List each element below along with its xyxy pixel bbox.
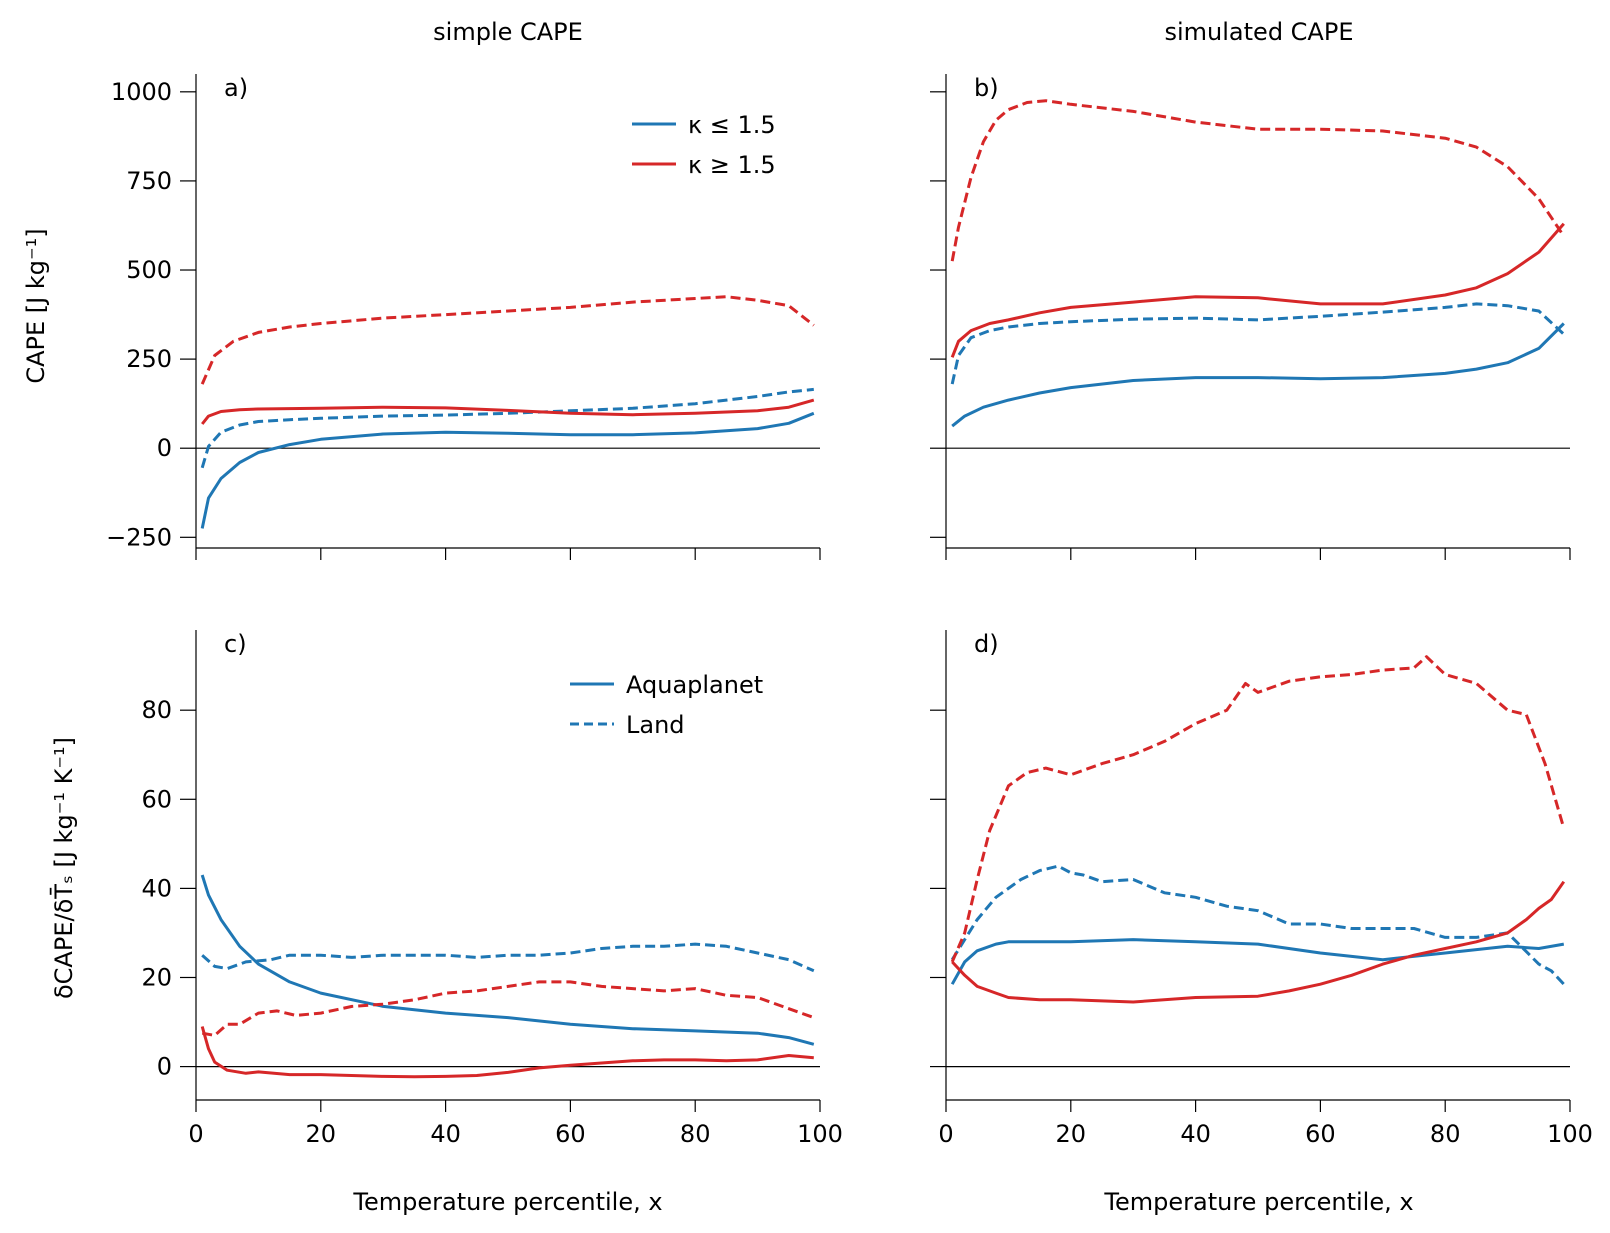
panel-d: 0 20 40 60 80 100 d): [930, 630, 1593, 1148]
y-tick-label: 250: [126, 345, 172, 373]
legend-surface-label-1: Land: [626, 711, 685, 739]
x-tick-label: 100: [797, 1120, 843, 1148]
y-tick-label: 20: [141, 963, 172, 991]
panel-label: c): [224, 630, 247, 658]
series-line-red-dashed: [200, 295, 815, 385]
col-title-simulated: simulated CAPE: [1165, 18, 1354, 46]
y-tick-label: 0: [157, 434, 172, 462]
ylabel-bottom: δCAPE/δT̄ₛ [J kg⁻¹ K⁻¹]: [49, 737, 78, 999]
legend-kappa-label-1: κ ≥ 1.5: [688, 151, 776, 179]
col-title-simple: simple CAPE: [433, 18, 583, 46]
series-line-blue-dashed: [950, 302, 1565, 385]
series-line-red-solid: [951, 880, 1566, 1004]
y-tick-label: 80: [141, 696, 172, 724]
legend-kappa-label-0: κ ≤ 1.5: [688, 111, 776, 139]
series-line-red-dashed: [950, 99, 1566, 262]
x-tick-label: 60: [1305, 1120, 1336, 1148]
series-line-blue-dashed: [200, 387, 814, 469]
series-line-blue-solid: [950, 938, 1565, 985]
panel-a: −250 0 250 500 750 1000 a): [106, 74, 821, 560]
x-tick-label: 60: [555, 1120, 586, 1148]
series-line-blue-dashed: [201, 942, 815, 973]
series-line-blue-solid: [200, 411, 815, 529]
y-tick-label: 1000: [111, 78, 172, 106]
y-tick-label: −250: [106, 523, 172, 551]
y-tick-label: 60: [141, 785, 172, 813]
panel-label: b): [974, 74, 999, 102]
panel-b: b): [930, 74, 1571, 560]
legend-kappa: κ ≤ 1.5 κ ≥ 1.5: [632, 111, 776, 179]
ylabel-top: CAPE [J kg⁻¹]: [22, 228, 50, 383]
y-tick-label: 40: [141, 874, 172, 902]
x-tick-label: 0: [188, 1120, 203, 1148]
series-line-red-dashed: [950, 655, 1566, 963]
legend-surface: Aquaplanet Land: [570, 671, 763, 739]
series-line-red-solid: [950, 222, 1565, 358]
x-tick-label: 40: [430, 1120, 461, 1148]
series-line-blue-solid: [200, 874, 815, 1046]
x-tick-label: 80: [1430, 1120, 1461, 1148]
y-tick-label: 750: [126, 167, 172, 195]
x-tick-label: 20: [1056, 1120, 1087, 1148]
series-line-red-solid: [201, 398, 815, 425]
x-tick-label: 100: [1547, 1120, 1593, 1148]
x-tick-label: 20: [306, 1120, 337, 1148]
series-line-blue-dashed: [950, 864, 1565, 986]
series-line-red-solid: [200, 1026, 814, 1079]
series-line-blue-solid: [951, 322, 1565, 428]
xlabel-c: Temperature percentile, x: [352, 1188, 662, 1216]
x-tick-label: 40: [1180, 1120, 1211, 1148]
panel-label: a): [224, 74, 248, 102]
series-line-red-dashed: [201, 980, 815, 1037]
xlabel-d: Temperature percentile, x: [1103, 1188, 1413, 1216]
panel-c: 0 20 40 60 80 0 20 40 60 80 100 c): [141, 630, 843, 1148]
y-tick-label: 0: [157, 1053, 172, 1081]
y-tick-label: 500: [126, 256, 172, 284]
x-tick-label: 0: [938, 1120, 953, 1148]
panel-label: d): [974, 630, 999, 658]
legend-surface-label-0: Aquaplanet: [626, 671, 763, 699]
x-tick-label: 80: [680, 1120, 711, 1148]
